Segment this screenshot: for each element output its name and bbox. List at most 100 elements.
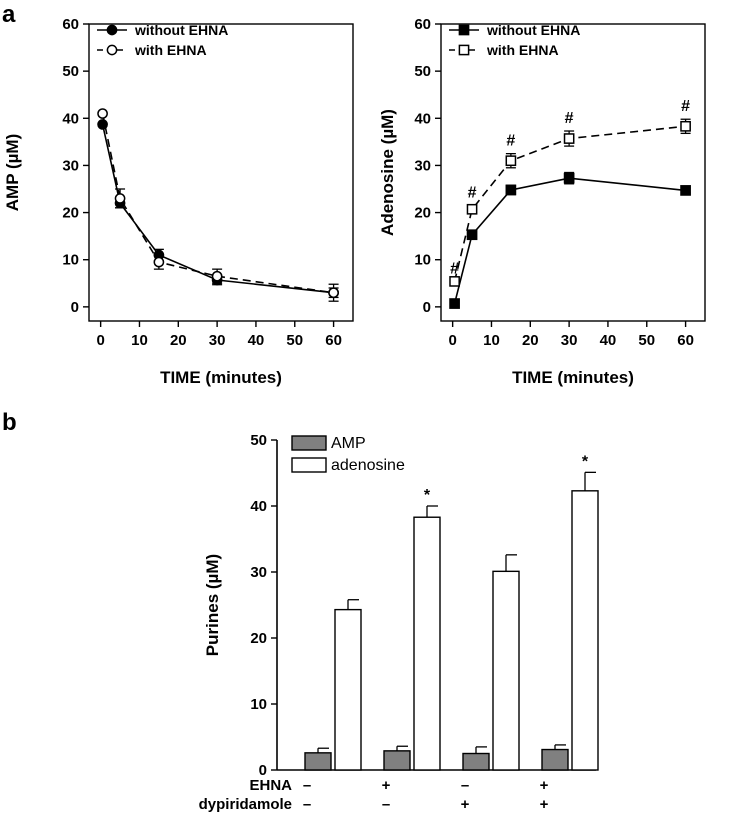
y-tick-label: 30 [250,564,267,581]
y-tick-label: 40 [414,110,431,127]
condition-label-ehna: EHNA [249,777,292,794]
legend-marker-filled-circle [106,24,118,36]
adenosine-legend-item-0: without EHNA [449,22,580,38]
condition-label-dypiridamole: dypiridamole [199,796,292,813]
data-point [153,256,165,268]
x-tick-label: 30 [209,332,226,349]
bar-adenosine [571,490,599,771]
x-tick-label: 40 [248,332,265,349]
data-point [97,108,108,119]
y-tick-label: 0 [423,299,431,316]
significance-marker: * [424,487,431,504]
y-tick-label: 20 [250,630,267,647]
amp-axes: 0 10 20 30 40 50 60 0 10 20 30 40 50 60 [62,16,354,349]
significance-marker: # [468,185,477,202]
adenosine-axes: 0 10 20 30 40 50 60 0 10 20 30 40 50 60 [414,16,706,349]
y-tick-label: 50 [250,432,267,449]
x-tick-label: 40 [600,332,617,349]
y-tick-label: 10 [62,252,79,269]
significance-marker: * [582,453,589,470]
condition-sign: – [382,796,390,813]
condition-sign: + [540,777,549,794]
x-tick-label: 30 [561,332,578,349]
legend-marker-filled-square [458,24,470,36]
legend-label: without EHNA [486,22,580,38]
y-tick-label: 10 [250,696,267,713]
bar-amp [304,752,332,771]
x-tick-label: 60 [677,332,694,349]
amp-legend-item-0: without EHNA [97,22,228,38]
significance-marker: # [506,133,515,150]
y-tick-label: 0 [71,299,79,316]
bar-amp [383,750,411,771]
amp-y-axis-label: AMP (µM) [3,134,22,211]
y-tick-label: 50 [62,63,79,80]
data-point [328,287,339,299]
x-tick-label: 20 [522,332,539,349]
x-tick-label: 0 [96,332,104,349]
data-point [466,203,478,215]
condition-sign: – [303,796,311,813]
legend-label: without EHNA [134,22,228,38]
y-tick-label: 60 [62,16,79,33]
legend-label: AMP [331,435,366,452]
condition-sign: + [540,796,549,813]
data-point [563,172,575,184]
adenosine-legend: without EHNA with EHNA [449,22,580,58]
x-tick-label: 10 [131,332,148,349]
legend-label: adenosine [331,457,405,474]
adenosine-y-axis-label: Adenosine (µM) [378,109,397,236]
adenosine-line-chart: 0 10 20 30 40 50 60 0 10 20 30 40 50 60 # # # # # without… [378,16,706,387]
amp-line-chart: 0 10 20 30 40 50 60 0 10 20 30 40 50 60 without EHNA … [3,16,354,387]
condition-sign: – [303,777,311,794]
panel-label-a: a [2,1,16,28]
series-line-0 [453,177,686,304]
bar-amp [541,748,569,771]
y-tick-label: 10 [414,252,431,269]
adenosine-x-axis-label: TIME (minutes) [512,368,634,387]
y-tick-label: 20 [414,205,431,222]
significance-marker: # [565,110,574,127]
series-line-1 [101,113,334,294]
panel-label-b: b [2,409,17,436]
data-point [466,229,478,241]
data-point [505,155,517,167]
plot-frame [88,23,354,322]
significance-marker: # [681,98,690,115]
data-point [505,184,517,196]
x-tick-label: 0 [448,332,456,349]
y-tick-label: 0 [259,762,267,779]
amp-x-axis-label: TIME (minutes) [160,368,282,387]
data-point [680,120,691,132]
legend-marker-open-circle [106,44,118,56]
legend-label: with EHNA [486,42,559,58]
x-tick-label: 20 [170,332,187,349]
data-point [449,276,460,287]
series-line-0 [101,124,334,294]
purines-bar-chart: 0 10 20 30 40 50 * * – + – + – – + + AMP adenosine Pur… [199,432,599,813]
series-line-1 [453,125,686,282]
legend-swatch-amp [291,435,327,451]
bar-amp [462,752,490,771]
x-tick-label: 60 [325,332,342,349]
plot-frame [440,23,706,322]
bar-adenosine [334,608,362,771]
x-tick-label: 50 [286,332,303,349]
purines-legend: AMP adenosine [291,435,405,474]
data-point [563,133,575,144]
data-point [680,185,691,196]
data-point [211,270,223,282]
amp-legend: without EHNA with EHNA [97,22,228,58]
adenosine-legend-item-1: with EHNA [449,42,559,58]
purines-legend-item-adenosine: adenosine [291,457,405,474]
y-tick-label: 60 [414,16,431,33]
amp-series [97,108,339,302]
y-tick-label: 20 [62,205,79,222]
purines-y-axis-label: Purines (µM) [203,554,222,656]
condition-sign: + [461,796,470,813]
bar-adenosine [413,516,441,771]
bar-adenosine [492,570,520,771]
data-point [114,193,126,204]
x-tick-label: 10 [483,332,500,349]
